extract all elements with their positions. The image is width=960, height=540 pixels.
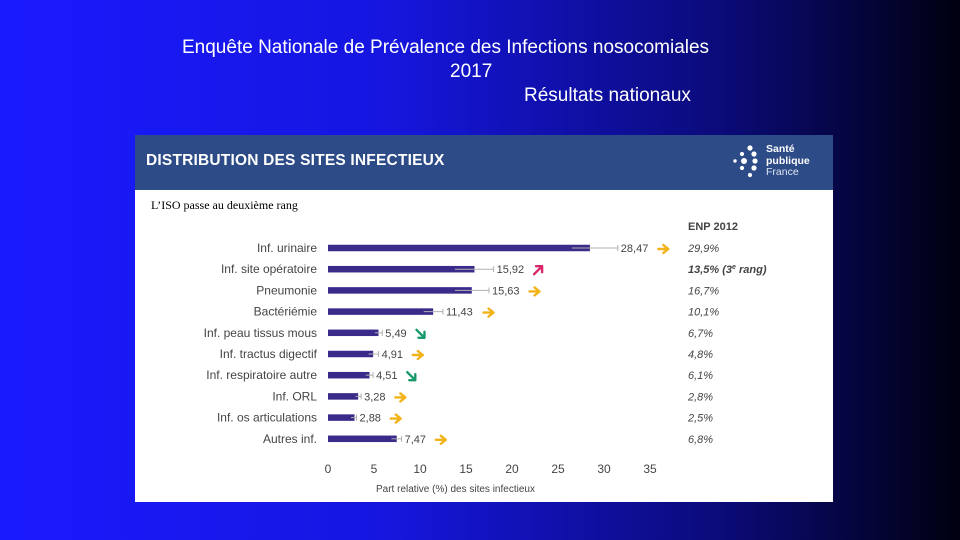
bar (328, 329, 379, 337)
category-label: Autres inf. (263, 432, 317, 446)
logo-line3: France (766, 166, 799, 178)
logo-text: Santé publique France (766, 143, 810, 179)
value-label: 11,43 (446, 307, 473, 319)
right-arrow-icon (389, 413, 402, 424)
category-label: Pneumonie (256, 283, 317, 297)
enp2012-value: 6,8% (688, 434, 713, 446)
bar (328, 308, 434, 315)
right-arrow-icon (482, 307, 495, 318)
value-label: 15,63 (492, 285, 520, 297)
enp2012-value: 10,1% (688, 307, 719, 319)
x-tick-label: 30 (597, 462, 611, 476)
x-tick-label: 0 (325, 462, 332, 476)
bar (328, 265, 475, 273)
value-label: 2,88 (360, 413, 381, 425)
slide-title-line3: Résultats nationaux (524, 85, 691, 106)
panel-header: DISTRIBUTION DES SITES INFECTIEUX Santé … (135, 135, 833, 190)
right-arrow-icon (411, 349, 424, 361)
bar (328, 244, 590, 252)
slide-title-line2: 2017 (450, 61, 493, 82)
category-label: Inf. ORL (272, 389, 317, 403)
logo-line2: publique (766, 154, 810, 167)
down-arrow-icon (406, 371, 417, 382)
bar (328, 350, 374, 358)
enp2012-value: 2,8% (687, 391, 713, 403)
logo-line1: Santé (766, 143, 795, 155)
value-label: 4,51 (376, 370, 397, 382)
right-arrow-icon (434, 434, 447, 445)
down-arrow-icon (415, 328, 426, 339)
right-arrow-icon (528, 286, 541, 297)
enp2012-value: 29,9% (687, 243, 719, 255)
bar-chart: ENP 2012 Inf. urinaire 28,47 29,9% Inf. site… (204, 221, 767, 495)
category-label: Inf. peau tissus mous (204, 326, 317, 340)
enp2012-value: 6,1% (688, 370, 713, 382)
x-axis-label: Part relative (%) des sites infectieux (376, 484, 535, 495)
value-label: 28,47 (621, 243, 649, 255)
category-label: Inf. respiratoire autre (206, 368, 317, 382)
enp2012-value: 2,5% (687, 413, 713, 425)
category-label: Inf. tractus digectif (220, 347, 318, 361)
value-label: 4,91 (382, 349, 403, 361)
x-tick-label: 5 (371, 462, 378, 476)
enp2012-value: 4,8% (688, 349, 713, 361)
up-arrow-icon (532, 265, 544, 276)
category-label: Inf. site opératoire (221, 262, 317, 276)
bar (328, 371, 370, 379)
right-arrow-icon (657, 243, 670, 255)
chart-panel: DISTRIBUTION DES SITES INFECTIEUX Santé … (135, 135, 833, 502)
enp2012-note-sup: e (732, 264, 736, 271)
logo-dots-icon (733, 145, 758, 178)
value-label: 15,92 (497, 264, 525, 276)
right-arrow-icon (394, 392, 407, 403)
chart-subtitle: L’ISO passe au deuxième rang (151, 198, 298, 212)
enp2012-note-rest: rang) (736, 264, 767, 276)
x-tick-label: 35 (643, 462, 657, 476)
slide-title-line1: Enquête Nationale de Prévalence des Infe… (182, 37, 710, 58)
x-tick-label: 25 (551, 462, 565, 476)
category-label: Inf. os articulations (217, 411, 317, 425)
enp2012-value: 16,7% (688, 285, 719, 297)
enp2012-value: 13,5% (3e rang) (688, 264, 767, 276)
bar (328, 435, 397, 443)
x-tick-label: 15 (459, 462, 473, 476)
bar (328, 414, 355, 421)
enp2012-header: ENP 2012 (688, 221, 738, 233)
category-label: Inf. urinaire (257, 241, 317, 255)
enp2012-value: 6,7% (688, 328, 713, 340)
value-label: 3,28 (364, 391, 385, 403)
x-tick-label: 20 (505, 462, 519, 476)
value-label: 7,47 (405, 434, 426, 446)
category-label: Bactériémie (254, 305, 318, 319)
x-tick-label: 10 (413, 462, 427, 476)
bar (328, 393, 359, 400)
bar (328, 287, 472, 294)
panel-title: DISTRIBUTION DES SITES INFECTIEUX (146, 152, 445, 169)
sante-publique-logo: Santé publique France (730, 143, 830, 183)
value-label: 5,49 (385, 328, 406, 340)
